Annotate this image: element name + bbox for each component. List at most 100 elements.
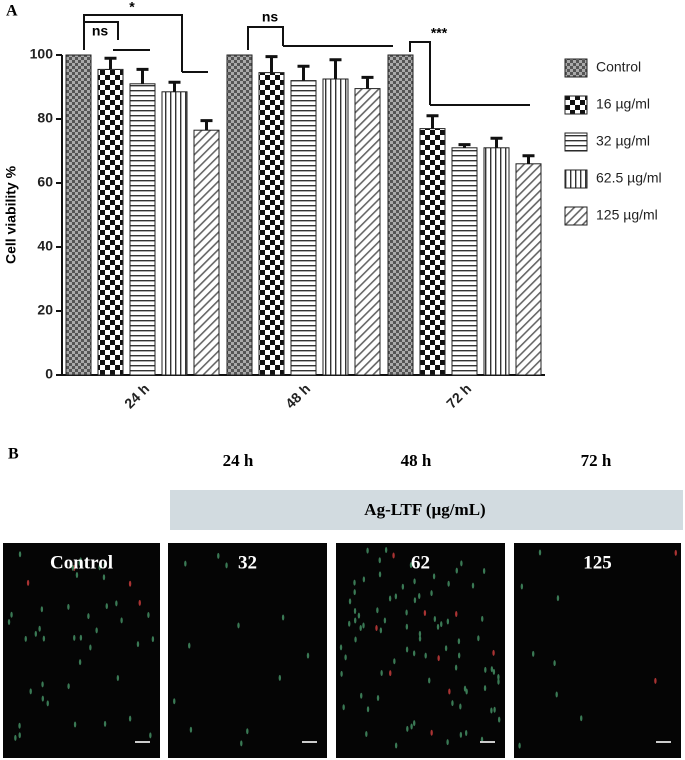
cell-speck [14,734,17,741]
cell-speck [383,617,387,624]
cell-speck [102,574,106,581]
cell-speck [217,552,220,559]
bar [65,54,92,376]
bar [129,83,156,376]
cell-speck [454,664,458,671]
bar [451,147,478,376]
cell-speck [674,549,677,556]
time-label: 24 h [223,451,254,470]
legend-swatch [564,132,588,152]
cell-speck [497,716,501,723]
cell-speck [409,562,413,569]
error-bar [104,56,117,70]
y-tick-label: 40 [37,238,53,254]
significance-brackets [83,14,530,106]
cell-speck [378,557,381,564]
cell-speck [413,597,417,604]
cell-speck [42,635,46,642]
cell-speck [79,634,83,641]
cell-speck [457,638,461,645]
cell-speck [78,659,82,666]
cell-speck [147,611,150,618]
error-bar [490,136,503,148]
cell-speck [471,582,475,589]
cell-speck [384,547,388,554]
cell-speck [492,668,496,675]
cell-speck [116,675,120,682]
cell-speck [71,564,75,571]
cell-speck [405,623,409,630]
micrograph [168,543,327,758]
cell-speck [362,622,365,629]
cell-speck [365,731,368,738]
bar [483,147,510,376]
cell-speck [436,623,440,630]
cell-speck [406,725,409,732]
significance-label: ns [262,9,279,25]
bar [161,91,188,376]
y-tick-label: 100 [30,46,54,62]
cell-speck [413,578,416,585]
cell-speck [18,722,21,729]
bar [258,72,285,376]
cell-speck [388,595,392,602]
micrograph [3,543,160,758]
cell-speck [87,613,90,620]
cell-speck [354,617,357,624]
cell-speck [520,583,524,590]
cell-speck [237,622,240,629]
cell-speck [392,552,395,559]
cell-speck [459,731,463,738]
cell-speck [440,621,443,628]
cell-speck [394,593,398,600]
cell-speck [128,715,132,722]
cell-speck [357,612,361,619]
cell-speck [457,652,461,659]
cell-speck [538,549,542,556]
cell-speck [444,645,448,652]
legend-label: 16 µg/ml [596,96,650,112]
x-tick-label: 72 h [443,380,474,411]
cell-speck [18,732,21,739]
cell-speck [34,630,38,637]
x-tick-label: 24 h [121,380,152,411]
cell-speck [306,652,310,659]
cell-speck [418,592,421,599]
y-tick-label: 20 [37,302,53,318]
cell-speck [339,644,343,651]
cell-speck [240,740,243,747]
bar [97,68,124,376]
cell-speck [493,706,496,713]
cell-speck [481,615,484,622]
cell-speck [46,700,49,707]
cell-speck [490,666,494,673]
image-label: 125 [583,552,612,573]
bar [226,54,253,376]
time-label: 72 h [581,451,612,470]
cell-speck [497,678,500,685]
micrograph [336,543,505,758]
cell-speck [375,625,378,632]
cell-speck [380,670,383,677]
cell-speck [95,627,98,634]
cell-speck [344,654,347,661]
cell-speck [26,579,30,586]
error-bar [426,114,439,129]
y-axis-label: Cell viability % [3,165,19,264]
cell-speck [138,599,141,606]
cell-speck [10,611,13,618]
cell-speck [78,559,81,566]
cell-speck [418,635,422,642]
legend-swatch [564,206,588,226]
cell-speck [89,644,92,651]
cell-speck [532,650,535,657]
error-bar [329,58,342,79]
micrograph [514,543,681,758]
cell-speck [353,608,357,615]
error-bar [522,154,535,164]
cell-speck [342,704,345,711]
cell-speck [405,609,408,616]
error-bar [265,55,278,73]
cell-speck [455,567,458,574]
